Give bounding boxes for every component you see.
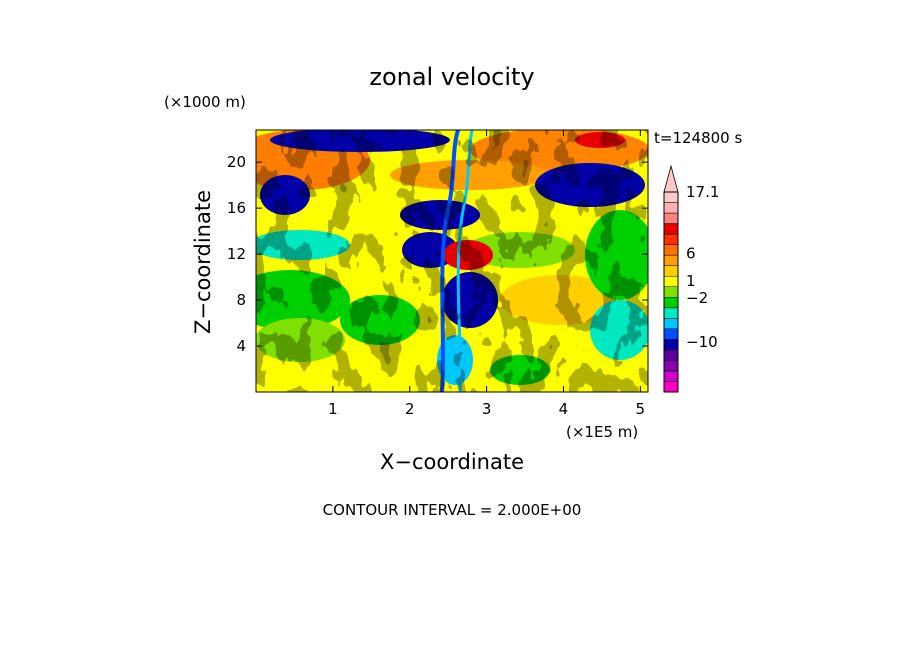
colorbar-swatch: [663, 202, 679, 214]
colorbar-label: 17.1: [686, 183, 719, 201]
y-tick-label: 20: [227, 153, 246, 171]
colorbar-swatch: [663, 370, 679, 382]
colorbar-label: −2: [686, 289, 708, 307]
colorbar-swatch: [663, 318, 679, 330]
y-axis-label: Z−coordinate: [191, 190, 215, 334]
x-tick-label: 4: [559, 400, 569, 418]
chart-title: zonal velocity: [369, 63, 534, 91]
colorbar-swatch: [663, 360, 679, 372]
colorbar-swatch: [663, 286, 679, 298]
y-tick-label: 16: [227, 199, 246, 217]
colorbar-swatch: [663, 275, 679, 287]
colorbar-swatch: [663, 254, 679, 266]
colorbar-swatch: [663, 265, 679, 277]
colorbar-swatch: [663, 212, 679, 224]
colorbar-label: 6: [686, 244, 696, 262]
colorbar-swatch: [663, 233, 679, 245]
colorbar-swatch: [663, 244, 679, 256]
x-axis-label: X−coordinate: [380, 450, 524, 474]
x-tick-label: 1: [328, 400, 338, 418]
y-tick-label: 8: [236, 291, 246, 309]
velocity-field: [256, 130, 648, 392]
colorbar-label: −10: [686, 333, 718, 351]
plot-frame: [255, 129, 649, 393]
y-tick-label: 12: [227, 245, 246, 263]
colorbar-swatch: [663, 339, 679, 351]
colorbar-swatch: [663, 297, 679, 309]
x-tick-label: 3: [482, 400, 492, 418]
y-tick-label: 4: [236, 337, 246, 355]
colorbar-swatch: [663, 381, 679, 393]
x-unit-label: (×1E5 m): [566, 423, 638, 441]
colorbar-swatch: [663, 223, 679, 235]
colorbar-swatch: [663, 349, 679, 361]
colorbar-swatch: [663, 191, 679, 203]
colorbar-frame: [663, 191, 679, 393]
colorbar-label: 1: [686, 272, 696, 290]
x-tick-label: 5: [636, 400, 646, 418]
colorbar-swatch: [663, 307, 679, 319]
y-unit-label: (×1000 m): [164, 93, 246, 111]
time-label: t=124800 s: [654, 129, 742, 147]
colorbar-swatch: [663, 328, 679, 340]
colorbar-arrow: [663, 164, 679, 193]
contour-interval-label: CONTOUR INTERVAL = 2.000E+00: [323, 501, 582, 519]
x-tick-label: 2: [405, 400, 415, 418]
